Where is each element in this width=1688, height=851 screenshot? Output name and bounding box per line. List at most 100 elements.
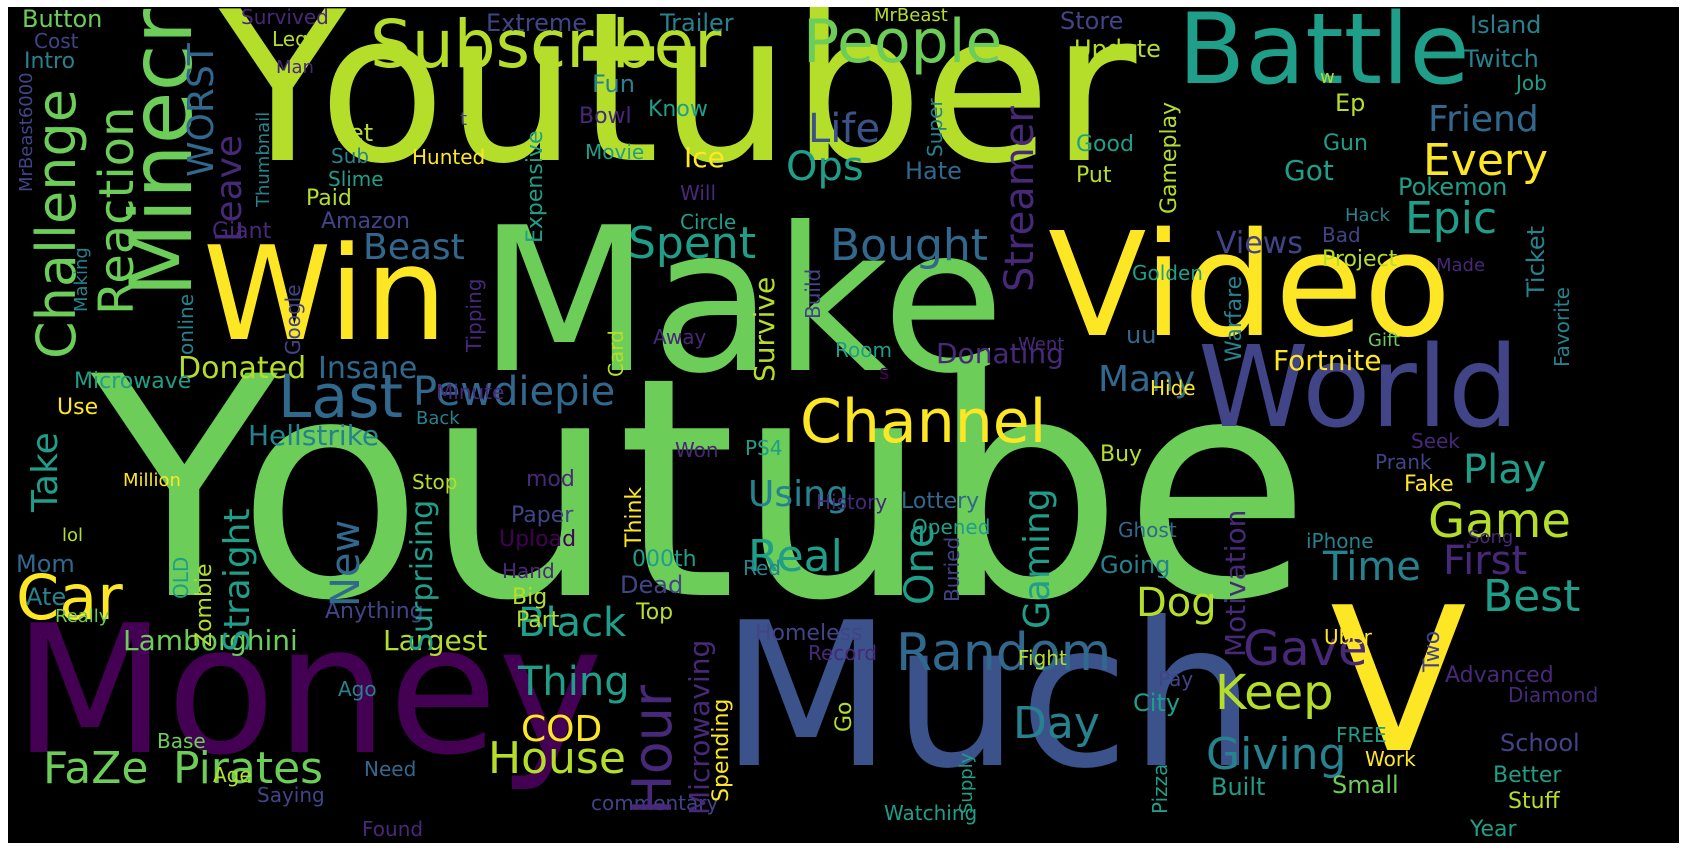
word: V bbox=[1330, 565, 1467, 798]
word: Favorite bbox=[1550, 287, 1574, 367]
word: Hide bbox=[1150, 376, 1196, 400]
word: FaZe bbox=[43, 743, 149, 794]
word: Time bbox=[1323, 544, 1421, 590]
word: w bbox=[1320, 67, 1335, 88]
word: Know bbox=[648, 97, 708, 122]
word: Bad bbox=[1322, 223, 1361, 247]
word: Ate bbox=[26, 583, 67, 611]
word: Supply bbox=[956, 752, 977, 814]
word: House bbox=[488, 733, 626, 784]
word: Ago bbox=[338, 677, 377, 701]
word: Paid bbox=[306, 186, 352, 211]
word: Project bbox=[1322, 247, 1398, 272]
word: Battle bbox=[1178, 7, 1470, 107]
word: Largest bbox=[383, 624, 488, 657]
word: OLD bbox=[169, 556, 193, 599]
word: Hunted bbox=[412, 145, 486, 169]
word: Zombie bbox=[192, 563, 217, 647]
word: Random bbox=[896, 623, 1112, 683]
word: Gun bbox=[1323, 131, 1368, 156]
word: Built bbox=[1211, 773, 1266, 801]
word: Bowl bbox=[579, 104, 632, 129]
word: Life bbox=[808, 106, 881, 152]
word: Top bbox=[636, 600, 674, 625]
word: Google bbox=[281, 284, 305, 355]
word: Better bbox=[1493, 763, 1562, 788]
word: Uber bbox=[1324, 625, 1372, 649]
word: Thumbnail bbox=[253, 111, 274, 207]
word: Think bbox=[622, 486, 647, 547]
word: Expensive bbox=[523, 130, 548, 244]
word: Leave bbox=[209, 134, 250, 242]
word: Go bbox=[832, 701, 857, 732]
word: Hack bbox=[1345, 205, 1390, 226]
word: Really bbox=[55, 606, 110, 627]
word: online bbox=[174, 293, 198, 355]
word: Dead bbox=[620, 571, 684, 599]
word: Golden bbox=[1132, 261, 1203, 285]
word: Pokemon bbox=[1398, 173, 1508, 201]
word: MrBeast6000 bbox=[16, 72, 37, 192]
word: Year bbox=[1470, 817, 1517, 842]
word: Million bbox=[123, 470, 181, 491]
word: Upload bbox=[499, 527, 577, 552]
word: COD bbox=[521, 709, 603, 750]
word: Straight bbox=[217, 508, 258, 652]
word: Epic bbox=[1405, 193, 1498, 244]
word: Survive bbox=[748, 276, 781, 382]
word: Ep bbox=[1335, 89, 1366, 117]
word: Extreme bbox=[486, 9, 588, 37]
word: School bbox=[1500, 729, 1580, 757]
word: Got bbox=[1284, 154, 1334, 187]
word: Away bbox=[653, 325, 707, 349]
word: Win bbox=[203, 218, 448, 370]
word: Money bbox=[13, 587, 604, 794]
word: Let bbox=[336, 119, 374, 147]
word: Back bbox=[416, 408, 460, 429]
word: iPhone bbox=[1306, 529, 1374, 553]
word: Man bbox=[276, 57, 314, 78]
word: Store bbox=[1060, 7, 1124, 35]
word: Diamond bbox=[1508, 683, 1599, 707]
word: Making bbox=[71, 247, 92, 312]
word: Will bbox=[680, 181, 717, 205]
word: Intro bbox=[24, 49, 76, 74]
word: Every bbox=[1423, 135, 1549, 186]
word: Work bbox=[1365, 747, 1416, 771]
word: Using bbox=[748, 474, 849, 515]
word: Small bbox=[1332, 771, 1399, 799]
word: commentary bbox=[591, 791, 719, 815]
word: Sub bbox=[331, 144, 370, 168]
word: Use bbox=[57, 395, 99, 420]
word: Part bbox=[516, 608, 560, 633]
word: Circle bbox=[680, 210, 737, 234]
word: uu bbox=[1126, 321, 1157, 349]
word: Car bbox=[16, 561, 123, 634]
word: MrBeast bbox=[874, 7, 948, 26]
word: Youtuber bbox=[219, 7, 1137, 210]
word: Hour bbox=[621, 684, 684, 815]
word: Thing bbox=[518, 659, 630, 705]
word: Gaming bbox=[1017, 488, 1058, 629]
word: Pizza bbox=[1148, 763, 1172, 814]
word: Beast bbox=[363, 227, 465, 268]
word: Made bbox=[1436, 255, 1486, 276]
word: Advanced bbox=[1445, 663, 1554, 688]
word: Update bbox=[1074, 35, 1161, 63]
word: FREE bbox=[1336, 723, 1387, 747]
word: Paper bbox=[511, 503, 574, 528]
word: Day bbox=[1013, 698, 1100, 749]
word: Real bbox=[748, 531, 843, 582]
word: Motivation bbox=[1219, 509, 1252, 657]
word: Need bbox=[364, 757, 417, 781]
word: Reaction bbox=[89, 106, 145, 315]
word: Amazon bbox=[321, 209, 410, 234]
word: Much bbox=[720, 580, 1257, 813]
word: PS4 bbox=[745, 436, 783, 460]
word: Record bbox=[808, 641, 878, 665]
word: New bbox=[323, 519, 369, 607]
word: Surprising bbox=[405, 499, 440, 652]
word: Streamer bbox=[997, 106, 1043, 292]
word: Challenge bbox=[25, 89, 88, 359]
word: Tipping bbox=[462, 278, 486, 352]
